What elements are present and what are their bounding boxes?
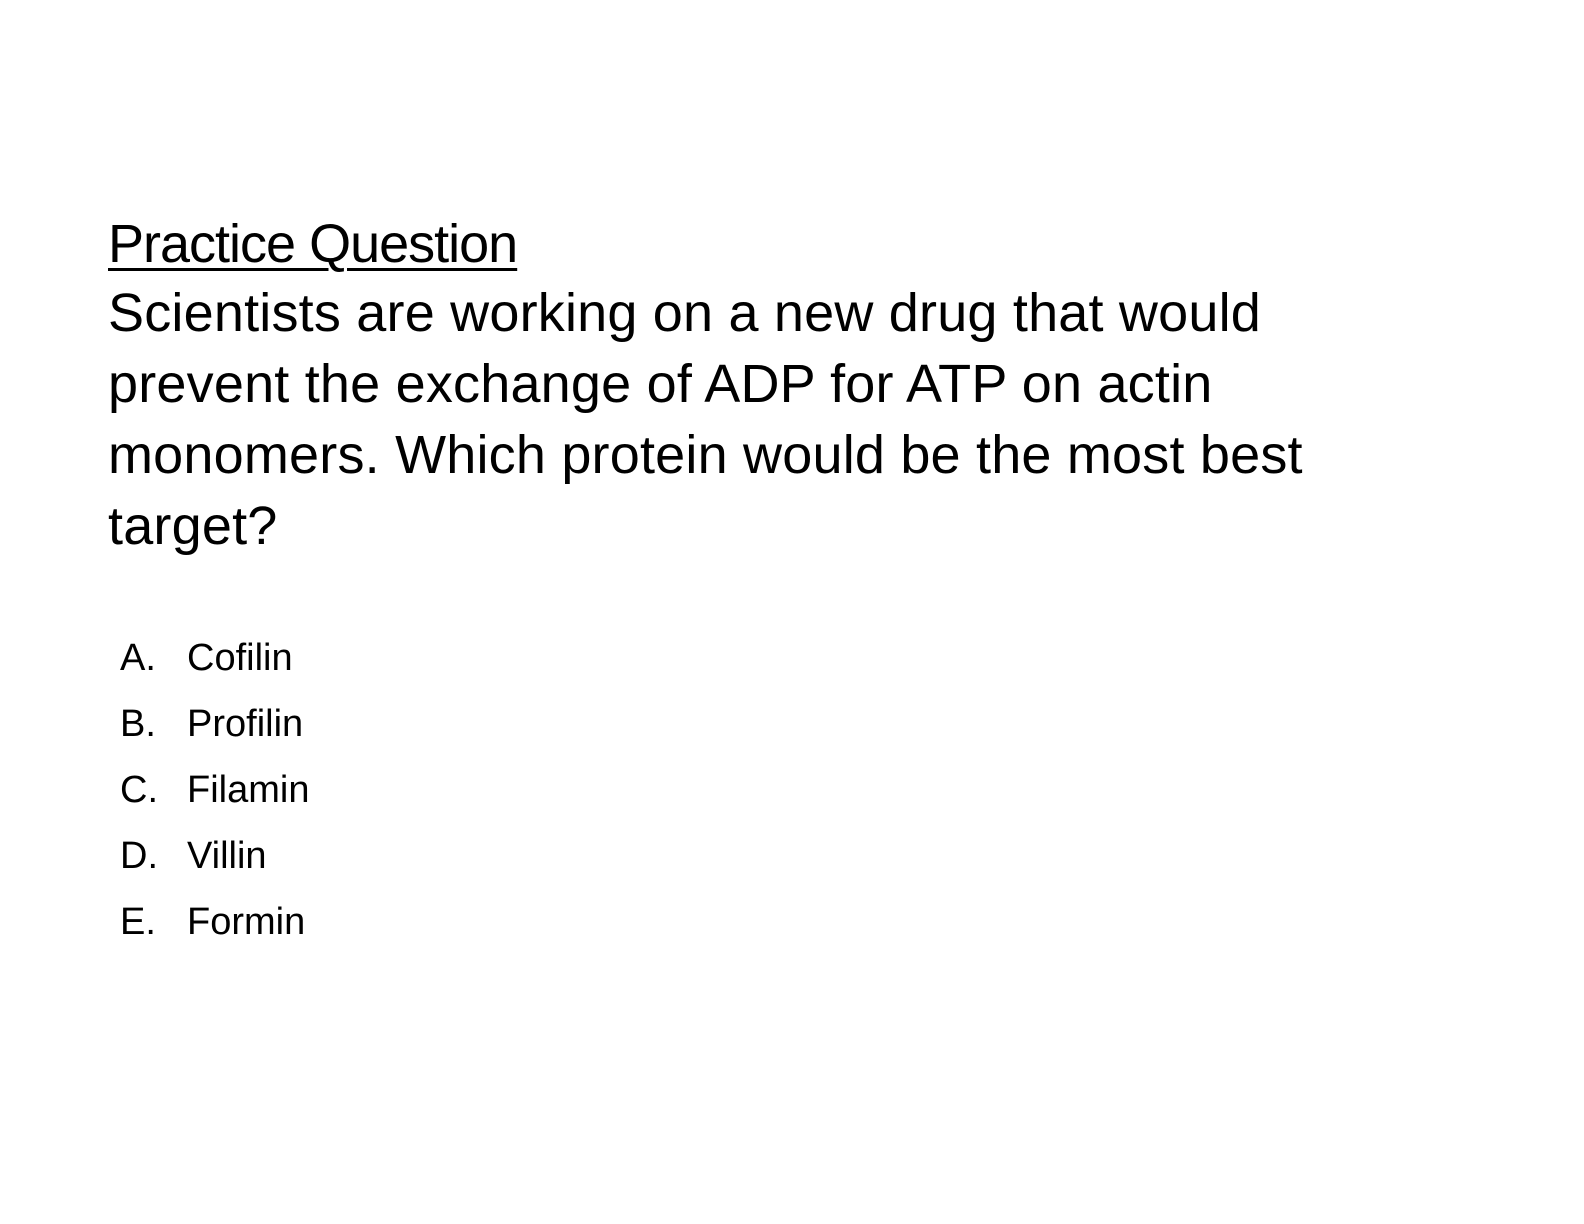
option-letter: A. [120,637,156,679]
answer-options: A. Cofilin B. Profilin C. Filamin D. Vil… [120,628,309,958]
option-letter: D. [120,835,158,877]
answer-option-d: D. Villin [120,826,309,892]
question-block: Practice Question Scientists are working… [108,210,1468,562]
answer-option-b: B. Profilin [120,694,309,760]
answer-option-a: A. Cofilin [120,628,309,694]
answer-option-e: E. Formin [120,892,309,958]
option-text: Filamin [187,769,310,811]
answer-option-c: C. Filamin [120,760,309,826]
option-text: Formin [187,901,306,943]
option-text: Cofilin [187,637,293,679]
option-text: Villin [187,835,267,877]
option-text: Profilin [187,703,304,745]
slide-title: Practice Question [108,214,518,274]
option-letter: B. [120,703,156,745]
question-text: Scientists are working on a new drug tha… [108,283,1303,556]
option-letter: C. [120,769,158,811]
option-letter: E. [120,901,156,943]
